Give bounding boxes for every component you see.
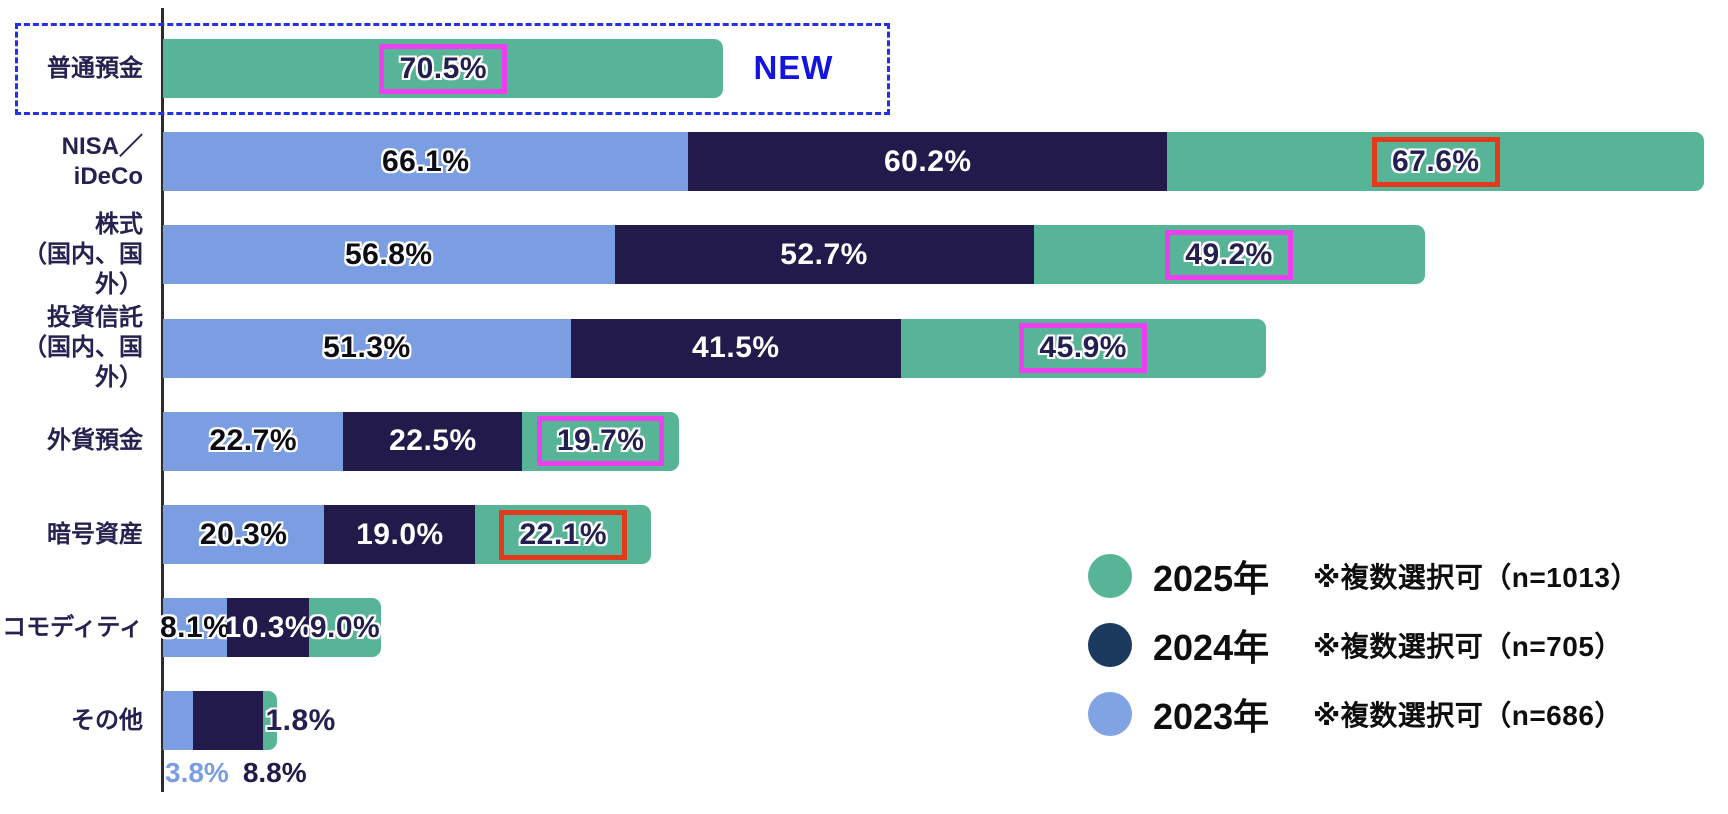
highlight-box-red: 22.1% [499, 509, 628, 560]
bar-segment-2023: 56.8% [163, 225, 615, 285]
category-label: 投資信託 （国内、国外） [23, 304, 143, 392]
legend: 2025年 ※複数選択可（n=1013） 2024年 ※複数選択可（n=705） 202… [1088, 550, 1639, 740]
bar-segment-2023: 51.3% [163, 318, 571, 378]
highlight-box-magenta: 49.2% [1165, 229, 1293, 280]
category-label: NISA／iDeCo [61, 132, 143, 190]
below-bar-labels: 3.8% 8.8% [165, 757, 307, 789]
bar-segment-2023: 66.1% [163, 132, 689, 192]
y-axis-line [161, 8, 164, 792]
legend-note: ※複数選択可（n=686） [1313, 700, 1623, 731]
legend-swatch-2023 [1088, 692, 1132, 736]
value-label: 3.8% [165, 757, 229, 789]
new-highlight-outline [15, 23, 890, 115]
bar-segment-2024: 22.5% [343, 411, 523, 471]
bar-segment-2025: 70.5% [163, 39, 724, 98]
category-label: 株式 （国内、国外） [23, 210, 143, 298]
legend-item-2024: 2024年 ※複数選択可（n=705） [1088, 619, 1639, 671]
legend-label: 2025年 [1153, 558, 1270, 599]
bar-segment-2024: 41.5% [570, 318, 901, 378]
value-label: 22.5% [389, 424, 477, 458]
legend-item-2023: 2023年 ※複数選択可（n=686） [1088, 688, 1639, 740]
bar-segment-2024 [193, 691, 264, 751]
bar-segment-2023: 22.7% [163, 411, 344, 471]
bar-segment-2024: 10.3% [225, 598, 312, 658]
category-label: 外貨預金 [47, 427, 143, 455]
legend-item-2025: 2025年 ※複数選択可（n=1013） [1088, 550, 1639, 602]
highlight-box-magenta: 45.9% [1019, 323, 1147, 374]
value-label: 45.9% [1039, 331, 1127, 365]
value-label: 19.7% [556, 424, 645, 458]
value-label: 56.8% [344, 237, 433, 271]
bar-segment-2024: 19.0% [324, 505, 476, 564]
legend-note: ※複数選択可（n=705） [1313, 631, 1623, 662]
bar-segment-2025: 67.6% [1167, 132, 1705, 192]
highlight-box-magenta: 70.5% [379, 43, 508, 94]
bar-segment-2023 [163, 691, 194, 751]
value-label: 8.8% [242, 757, 307, 789]
bar-segment-2025: 45.9% [900, 318, 1266, 378]
legend-swatch-2024 [1088, 623, 1132, 667]
value-label: 51.3% [323, 331, 411, 365]
bar-segment-2024: 52.7% [614, 225, 1034, 285]
category-label: 普通預金 [47, 54, 143, 82]
bar-segment-2025: 19.7% [522, 411, 679, 471]
value-label: 49.2% [1185, 237, 1273, 271]
new-badge: NEW [753, 48, 834, 86]
value-label: 1.8% [265, 703, 336, 737]
value-label: 22.7% [209, 424, 298, 458]
value-label: 52.7% [780, 237, 868, 271]
bar-segment-2023: 20.3% [163, 505, 325, 564]
legend-swatch-2025 [1088, 554, 1132, 598]
legend-note: ※複数選択可（n=1013） [1313, 562, 1639, 593]
value-label: 41.5% [692, 331, 780, 365]
value-label: 10.3% [224, 610, 313, 644]
bar-segment-2024: 60.2% [688, 132, 1168, 192]
value-label: 70.5% [399, 51, 488, 85]
category-label: その他 [71, 706, 143, 734]
value-label: 66.1% [381, 144, 470, 178]
highlight-box-red: 67.6% [1371, 136, 1500, 187]
value-label: 20.3% [199, 517, 288, 551]
category-label: コモディティ [2, 613, 143, 641]
bar-segment-2025 [263, 691, 278, 751]
bar-segment-2023: 8.1% [160, 598, 231, 658]
value-label: 22.1% [519, 517, 608, 551]
legend-label: 2024年 [1153, 627, 1270, 668]
value-label: 67.6% [1391, 144, 1480, 178]
highlight-box-magenta: 19.7% [536, 416, 665, 467]
value-label: 60.2% [883, 144, 972, 178]
bar-segment-2025: 22.1% [475, 505, 652, 564]
bar-segment-2025: 49.2% [1033, 225, 1425, 285]
bar-segment-2025: 9.0% [309, 598, 381, 658]
value-label: 8.1% [160, 610, 231, 644]
category-label: 暗号資産 [47, 520, 143, 548]
value-label: 9.0% [309, 610, 381, 644]
value-label: 19.0% [356, 517, 444, 551]
legend-label: 2023年 [1153, 696, 1270, 737]
